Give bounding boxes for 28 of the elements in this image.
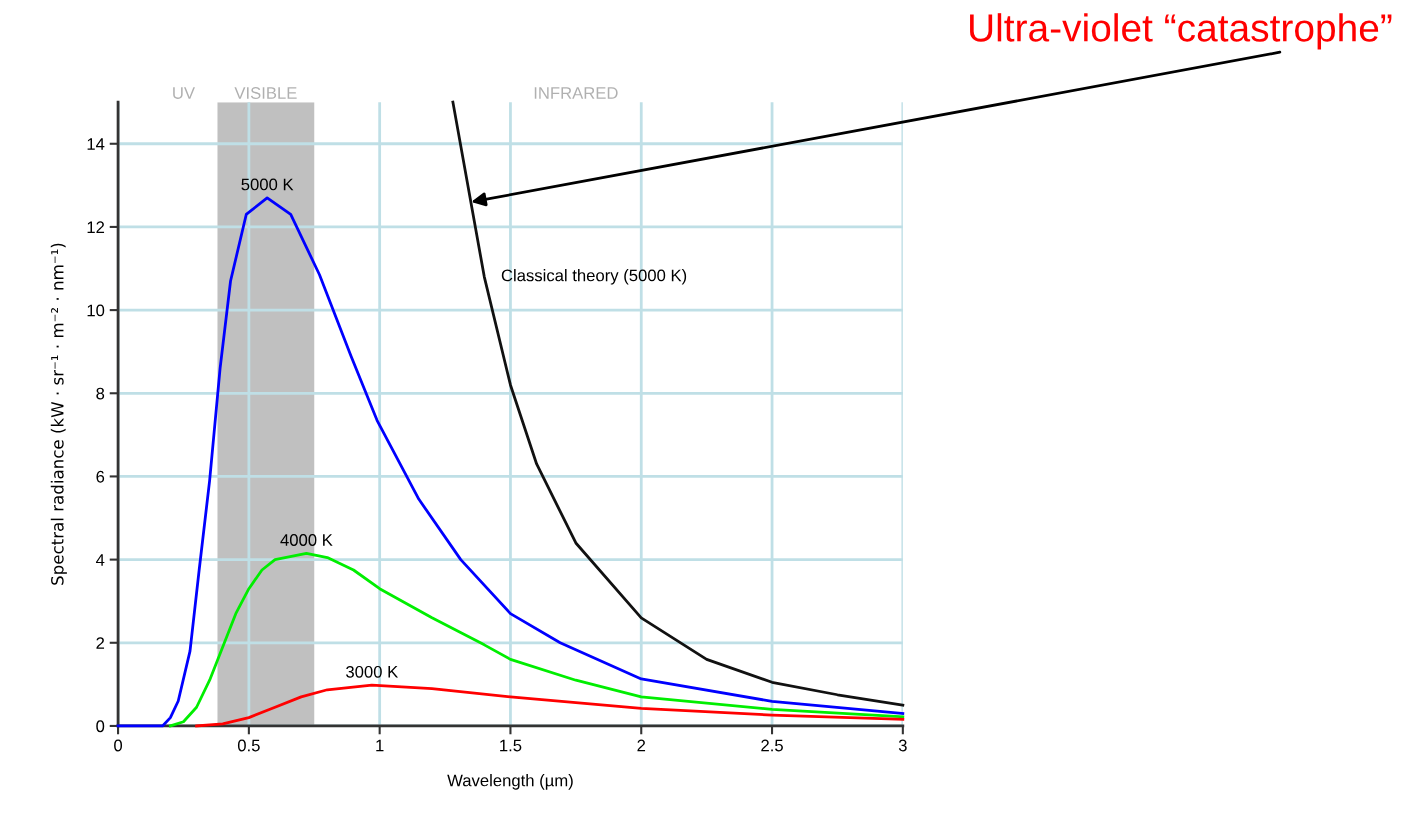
y-tick-label: 10 bbox=[87, 304, 105, 317]
text: INFRARED bbox=[534, 87, 618, 99]
band-label: VISIBLE bbox=[234, 87, 297, 99]
x-tick-label: 1 bbox=[376, 739, 384, 752]
series-label: 3000 K bbox=[346, 665, 399, 678]
y-tick-label: 8 bbox=[96, 387, 105, 400]
x-tick-label: 2 bbox=[637, 739, 646, 752]
y-tick-label: 12 bbox=[87, 221, 105, 233]
x-tick-label: 3 bbox=[898, 739, 907, 752]
x-tick-label: 1.5 bbox=[500, 739, 522, 752]
series-label: Classical theory (5000 K) bbox=[501, 269, 687, 285]
y-axis-title: Spectral radiance (kW · sr⁻¹ · m⁻² · nm⁻¹) bbox=[50, 243, 67, 585]
y-tick-label: 14 bbox=[87, 138, 105, 150]
x-axis-title: Wavelength (µm) bbox=[447, 774, 573, 790]
series-label: 4000 K bbox=[280, 534, 333, 546]
line-series bbox=[169, 551, 905, 728]
y-tick-label: 0 bbox=[96, 720, 105, 733]
text: UV bbox=[173, 87, 195, 99]
y-tick-label: 6 bbox=[96, 470, 105, 483]
x-tick-label: 2.5 bbox=[761, 739, 783, 752]
y-tick-label: 4 bbox=[95, 554, 105, 566]
y-tick-label: 2 bbox=[96, 637, 105, 649]
annotation: Ultra-violet “catastrophe” bbox=[970, 13, 1392, 50]
series-label: 5000 K bbox=[241, 178, 294, 191]
line-series bbox=[451, 100, 905, 707]
x-tick-label: 0 bbox=[114, 739, 123, 752]
x-tick-label: 0.5 bbox=[237, 739, 260, 752]
line-series bbox=[195, 683, 905, 728]
